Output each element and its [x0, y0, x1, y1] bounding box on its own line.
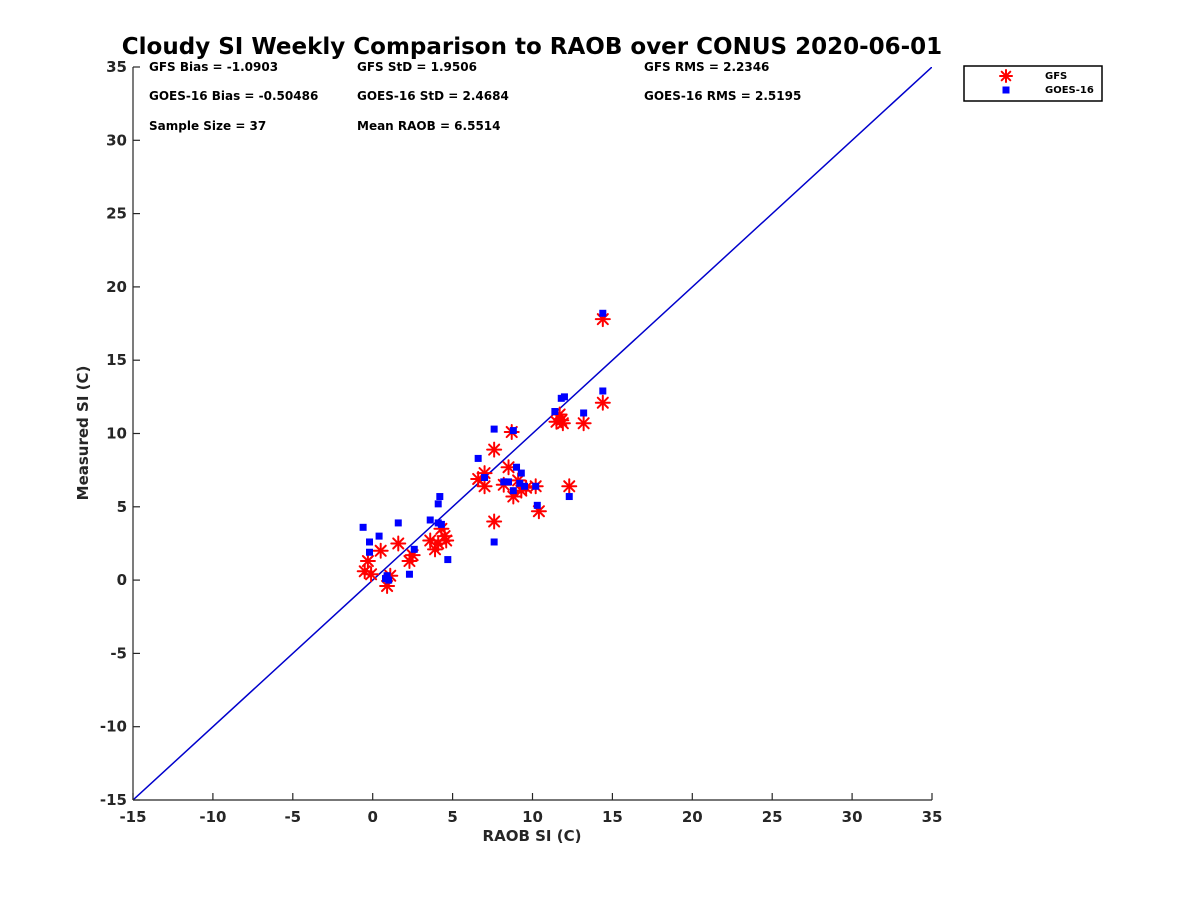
gfs-point — [372, 542, 389, 559]
y-tick-label: 5 — [117, 498, 127, 516]
gfs-point — [486, 441, 503, 458]
goes-16-point — [383, 572, 391, 580]
goes-16-point — [516, 479, 524, 487]
gfs-point — [401, 553, 418, 570]
x-tick-label: 20 — [682, 808, 703, 826]
legend-gfs-asterisk — [999, 69, 1013, 83]
goes-16-point — [359, 523, 367, 531]
y-tick-label: 20 — [106, 278, 127, 296]
x-axis-label: RAOB SI (C) — [483, 827, 582, 845]
goes-16-point — [366, 548, 374, 556]
goes-16-point — [521, 482, 529, 490]
goes-16-point — [437, 520, 445, 528]
goes-16-point — [599, 309, 607, 317]
goes-16-point — [426, 516, 434, 524]
goes-16-point — [434, 500, 442, 508]
stat-gfs-rms: GFS RMS = 2.2346 — [644, 60, 769, 74]
goes-16-point — [490, 425, 498, 433]
x-tick-label: 0 — [367, 808, 377, 826]
gfs-point — [553, 412, 570, 429]
y-tick-label: 10 — [106, 425, 127, 443]
stat-goes-bias: GOES-16 Bias = -0.50486 — [149, 89, 318, 103]
y-tick-label: 30 — [106, 131, 127, 149]
goes-16-point — [509, 487, 517, 495]
legend-box — [963, 65, 1103, 102]
stat-goes-std: GOES-16 StD = 2.4684 — [357, 89, 509, 103]
goes-16-point — [410, 545, 418, 553]
legend-goes-label: GOES-16 — [1045, 85, 1094, 96]
gfs-point — [363, 566, 380, 583]
legend-gfs-label: GFS — [1045, 71, 1067, 82]
goes-16-point — [375, 532, 383, 540]
x-tick-label: -10 — [199, 808, 226, 826]
gfs-point — [575, 415, 592, 432]
x-tick-label: 30 — [842, 808, 863, 826]
y-tick-label: -10 — [100, 718, 127, 736]
goes-16-point — [505, 478, 513, 486]
goes-16-point — [532, 482, 540, 490]
goes-16-point — [500, 478, 508, 486]
goes-16-point — [436, 493, 444, 501]
goes-16-point — [551, 408, 559, 416]
stat-gfs-bias: GFS Bias = -1.0903 — [149, 60, 278, 74]
stat-mean-raob: Mean RAOB = 6.5514 — [357, 119, 501, 133]
y-tick-label: 35 — [106, 58, 127, 76]
x-tick-label: 35 — [922, 808, 943, 826]
goes-16-point — [490, 538, 498, 546]
legend-gfs-marker — [999, 69, 1013, 83]
gfs-point — [438, 532, 455, 549]
goes-16-point — [560, 393, 568, 401]
x-tick-label: 5 — [447, 808, 457, 826]
goes-16-point — [405, 570, 413, 578]
one-to-one-line — [133, 67, 932, 800]
x-tick-label: 25 — [762, 808, 783, 826]
goes-16-point — [517, 469, 525, 477]
stat-gfs-std: GFS StD = 1.9506 — [357, 60, 477, 74]
y-tick-label: 15 — [106, 351, 127, 369]
x-ticks: -15 -10 -5 0 5 10 15 20 25 30 35 — [119, 793, 942, 826]
goes-16-point — [513, 463, 521, 471]
axes: -15 -10 -5 0 5 10 15 20 25 30 35 -15 -10 -5 0 5 10 15 20 2… — [74, 58, 942, 845]
stat-sample-size: Sample Size = 37 — [149, 119, 266, 133]
gfs-series — [356, 311, 611, 594]
goes-16-point — [366, 538, 374, 546]
goes-16-point — [394, 519, 402, 527]
gfs-point — [594, 394, 611, 411]
y-tick-label: -15 — [100, 791, 127, 809]
y-tick-label: -5 — [110, 644, 127, 662]
gfs-point — [390, 535, 407, 552]
goes-16-point — [565, 493, 573, 501]
goes-16-point — [533, 501, 541, 509]
goes-16-point — [474, 454, 482, 462]
goes-16-point — [385, 576, 393, 584]
y-axis-label: Measured SI (C) — [74, 366, 92, 501]
legend-goes-marker — [1002, 86, 1010, 94]
x-tick-label: 10 — [522, 808, 543, 826]
gfs-point — [359, 553, 376, 570]
gfs-point — [476, 478, 493, 495]
goes-16-point — [444, 556, 452, 564]
goes-16-point — [509, 427, 517, 435]
gfs-point — [561, 478, 578, 495]
goes-16-series — [359, 309, 607, 584]
gfs-point — [486, 513, 503, 530]
stats-annotations: GFS Bias = -1.0903 GFS StD = 1.9506 GFS … — [149, 60, 801, 133]
stat-goes-rms: GOES-16 RMS = 2.5195 — [644, 89, 801, 103]
y-tick-label: 25 — [106, 205, 127, 223]
goes-16-point — [599, 387, 607, 395]
goes-16-point — [481, 473, 489, 481]
y-ticks: -15 -10 -5 0 5 10 15 20 25 30 35 — [100, 58, 140, 809]
plot-area — [133, 67, 932, 800]
x-tick-label: 15 — [602, 808, 623, 826]
x-tick-label: -5 — [284, 808, 301, 826]
chart-title: Cloudy SI Weekly Comparison to RAOB over… — [122, 34, 942, 60]
goes-16-point — [580, 409, 588, 417]
x-tick-label: -15 — [119, 808, 146, 826]
legend: GFS GOES-16 — [963, 65, 1103, 102]
y-tick-label: 0 — [117, 571, 127, 589]
